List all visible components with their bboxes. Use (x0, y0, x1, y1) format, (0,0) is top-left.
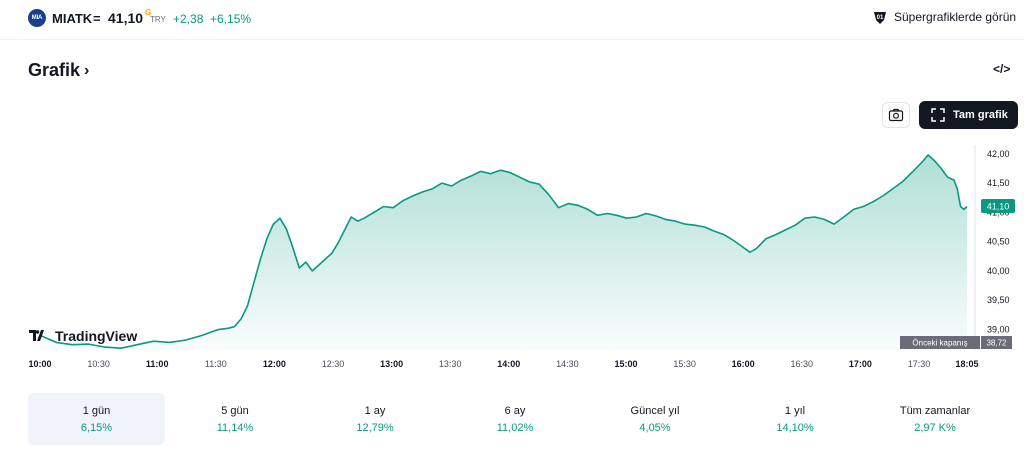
last-price: 41,10 (108, 10, 144, 26)
period-selector: 1 gün 6,15% 5 gün 11,14% 1 ay 12,79% 6 a… (28, 393, 1018, 445)
embed-code-icon[interactable]: </> (993, 62, 1011, 76)
previous-close-label: Önceki kapanış 38,72 (900, 336, 1012, 349)
period-change: 12,79% (356, 421, 394, 434)
x-tick-label: 14:00 (497, 359, 520, 369)
x-tick-label: 14:30 (556, 359, 579, 369)
x-tick-label: 15:30 (673, 359, 696, 369)
x-tick-label: 11:00 (146, 359, 169, 369)
period-all[interactable]: Tüm zamanlar 2,97 K% (865, 393, 1005, 445)
y-tick-label: 39,00 (987, 325, 1010, 335)
period-1d[interactable]: 1 gün 6,15% (28, 393, 165, 445)
svg-text:41,10: 41,10 (987, 202, 1010, 212)
x-tick-label: 11:30 (205, 359, 227, 369)
x-tick-label: 12:00 (263, 359, 286, 369)
period-label: Tüm zamanlar (899, 404, 971, 417)
period-change: 6,15% (80, 421, 113, 434)
period-5d[interactable]: 5 gün 11,14% (165, 393, 305, 445)
x-tick-label: 16:30 (791, 359, 814, 369)
currency-label: TRY (150, 15, 166, 24)
price-area-fill (40, 155, 967, 350)
tradingview-wordmark: TradingView (55, 328, 137, 344)
section-title-label: Grafik (28, 60, 81, 80)
period-6m[interactable]: 6 ay 11,02% (445, 393, 585, 445)
x-tick-label: 13:00 (380, 359, 403, 369)
x-tick-label: 17:30 (908, 359, 931, 369)
x-tick-label: 17:00 (849, 359, 872, 369)
tradingview-logo[interactable]: TradingView (29, 328, 137, 344)
x-tick-label: 15:00 (614, 359, 637, 369)
period-label: 6 ay (504, 404, 526, 417)
supercharts-label: Süpergrafiklerde görün (894, 10, 1017, 24)
period-label: Güncel yıl (630, 404, 680, 417)
period-1m[interactable]: 1 ay 12,79% (305, 393, 445, 445)
y-tick-label: 40,00 (987, 266, 1010, 276)
supercharts-link[interactable]: 01 Süpergrafiklerde görün (872, 9, 1016, 25)
period-change: 4,05% (639, 421, 671, 434)
full-chart-button[interactable]: Tam grafik (919, 101, 1018, 129)
y-tick-label: 42,00 (987, 149, 1010, 159)
period-label: 1 ay (364, 404, 386, 417)
chevron-right-icon: › (84, 61, 90, 79)
period-label: 1 gün (82, 404, 111, 417)
period-change: 2,97 K% (914, 421, 956, 434)
full-chart-label: Tam grafik (953, 109, 1008, 121)
chart-section-title[interactable]: Grafik › (28, 60, 89, 81)
supercharts-icon: 01 (874, 12, 886, 24)
svg-text:01: 01 (877, 15, 884, 21)
y-tick-label: 40,50 (987, 237, 1010, 247)
x-tick-label: 18:05 (955, 359, 978, 369)
fullscreen-icon (931, 108, 945, 122)
period-change: 11,14% (216, 421, 254, 434)
x-tick-label: 13:30 (439, 359, 462, 369)
x-tick-label: 10:30 (87, 359, 110, 369)
period-change: 11,02% (496, 421, 534, 434)
company-logo: MIA (28, 9, 46, 27)
period-1y[interactable]: 1 yıl 14,10% (725, 393, 865, 445)
camera-icon (888, 108, 904, 122)
price-series-line (39, 154, 968, 349)
snapshot-button[interactable] (882, 102, 910, 128)
symbol-header: MIA MIATK = 41,10 G TRY +2,38 +6,15% 01 … (0, 0, 1024, 40)
x-tick-label: 16:00 (732, 359, 755, 369)
separator: = (93, 11, 101, 26)
y-tick-label: 39,50 (987, 295, 1010, 305)
x-tick-label: 10:00 (28, 359, 51, 369)
price-marker: G (145, 8, 152, 17)
period-label: 5 gün (221, 404, 249, 417)
x-tick-label: 12:30 (322, 359, 345, 369)
period-ytd[interactable]: Güncel yıl 4,05% (585, 393, 725, 445)
price-change-percent: +6,15% (210, 12, 252, 26)
period-label: 1 yıl (784, 404, 806, 417)
period-change: 14,10% (776, 421, 814, 434)
symbol-name[interactable]: MIATK (52, 11, 93, 26)
svg-text:Önceki kapanış: Önceki kapanış (912, 339, 967, 348)
y-tick-label: 41,50 (987, 178, 1010, 188)
last-price-label: 41,10 (981, 199, 1015, 213)
price-change: +2,38 (173, 12, 204, 26)
svg-text:38,72: 38,72 (986, 339, 1007, 348)
